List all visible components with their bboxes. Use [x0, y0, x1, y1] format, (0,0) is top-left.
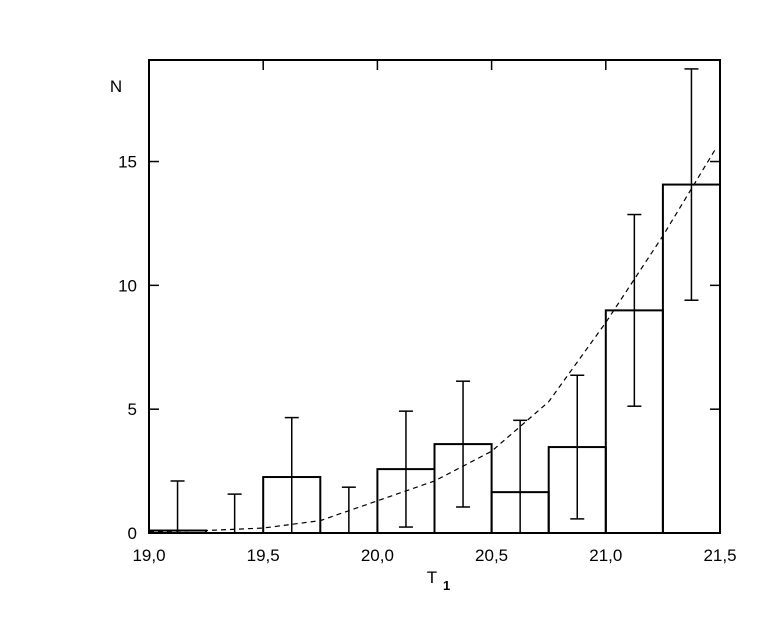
- y-tick-label: 15: [118, 153, 137, 172]
- x-axis-label-subscript: 1: [443, 578, 450, 593]
- error-bar: [341, 486, 356, 533]
- x-tick-label: 19,0: [132, 546, 165, 565]
- x-tick-label: 20,0: [361, 546, 394, 565]
- error-bar: [170, 480, 185, 533]
- error-bar: [284, 416, 299, 533]
- plot-area: [149, 68, 720, 533]
- error-bar: [570, 374, 585, 520]
- error-bar: [398, 410, 413, 528]
- y-tick-label: 5: [128, 400, 137, 419]
- y-tick-label: 0: [128, 524, 137, 543]
- x-tick-label: 19,5: [247, 546, 280, 565]
- fit-curve: [149, 148, 716, 533]
- x-tick-label: 21,5: [703, 546, 736, 565]
- error-bar: [456, 380, 471, 508]
- y-tick-label: 10: [118, 276, 137, 295]
- error-bar: [684, 68, 699, 301]
- x-tick-label: 21,0: [589, 546, 622, 565]
- x-axis-label: T: [427, 568, 437, 587]
- error-bar: [627, 213, 642, 407]
- y-axis-label: N: [110, 77, 122, 96]
- x-tick-label: 20,5: [475, 546, 508, 565]
- error-bar: [227, 493, 242, 533]
- error-bar: [513, 419, 528, 533]
